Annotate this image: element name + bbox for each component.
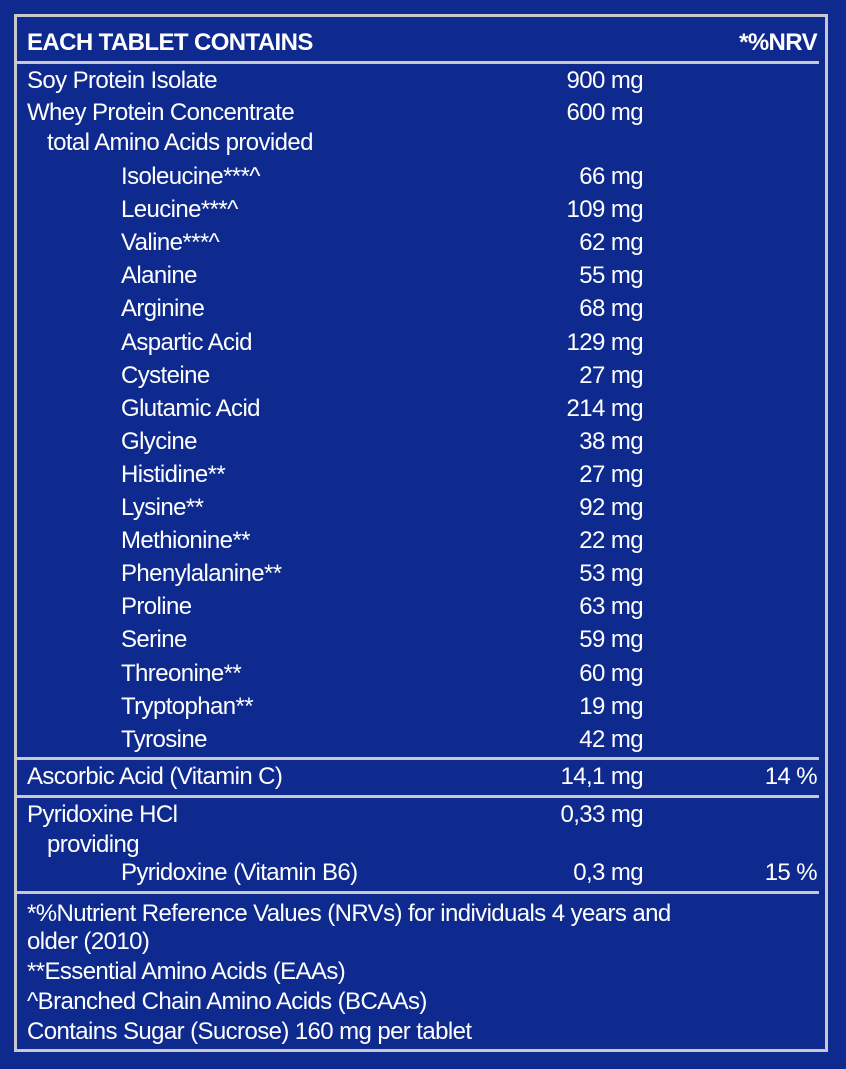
amino-acid-amount: 68 mg: [579, 295, 643, 323]
table-row: Valine***^ 62 mg: [17, 227, 817, 259]
amino-acid-name: Cysteine: [121, 361, 210, 389]
amino-acid-name: Tryptophan**: [121, 692, 254, 720]
table-row: Leucine***^ 109 mg: [17, 194, 817, 226]
table-row: Alanine 55 mg: [17, 260, 817, 292]
amino-acid-amount: 59 mg: [579, 626, 643, 654]
nutrient-name: Soy Protein Isolate: [27, 67, 218, 94]
amino-acid-amount: 63 mg: [579, 593, 643, 621]
table-row: Histidine** 27 mg: [17, 459, 817, 491]
table-row: Soy Protein Isolate 900 mg: [17, 65, 817, 97]
amino-acid-name: Arginine: [121, 295, 205, 323]
table-row: Isoleucine***^ 66 mg: [17, 161, 817, 193]
nutrient-name: Whey Protein Concentrate: [27, 99, 295, 126]
table-row: Cysteine 27 mg: [17, 360, 817, 392]
amino-acid-amount: 109 mg: [566, 196, 644, 224]
nutrient-name: providing: [47, 831, 140, 858]
nutrient-nrv: 14 %: [764, 763, 818, 790]
section-divider: [17, 757, 819, 760]
nutrition-table: EACH TABLET CONTAINS *%NRV Soy Protein I…: [14, 14, 828, 1052]
table-row: Pyridoxine HCl 0,33 mg: [17, 799, 817, 831]
nutrient-name: Pyridoxine (Vitamin B6): [121, 859, 358, 886]
table-row: Threonine** 60 mg: [17, 658, 817, 690]
footnote-nrv-cont: older (2010): [27, 928, 150, 955]
amino-acid-amount: 62 mg: [579, 229, 643, 257]
nutrient-amount: 0,33 mg: [560, 801, 643, 828]
footnote-divider: [17, 891, 819, 894]
amino-acid-name: Leucine***^: [121, 196, 238, 224]
nutrient-nrv: 15 %: [764, 859, 818, 886]
amino-acid-amount: 22 mg: [579, 527, 643, 555]
table-row: Ascorbic Acid (Vitamin C) 14,1 mg 14 %: [17, 761, 818, 793]
header-nrv: *%NRV: [739, 29, 818, 56]
amino-acid-name: Alanine: [121, 262, 197, 290]
amino-acid-name: Glutamic Acid: [121, 394, 261, 422]
amino-acid-amount: 27 mg: [579, 361, 643, 389]
amino-acid-name: Proline: [121, 593, 192, 621]
amino-acid-name: Isoleucine***^: [121, 163, 261, 190]
amino-acid-name: Glycine: [121, 427, 197, 455]
amino-acid-name: Tyrosine: [121, 725, 208, 753]
nutrient-amount: 14,1 mg: [560, 763, 643, 790]
amino-acid-name: Threonine**: [121, 659, 242, 687]
nutrient-name: Pyridoxine HCl: [27, 801, 178, 828]
amino-acid-amount: 129 mg: [566, 328, 644, 356]
amino-acid-name: Methionine**: [121, 527, 250, 555]
footnote-nrv: *%Nutrient Reference Values (NRVs) for i…: [27, 900, 671, 927]
amino-acid-name: Lysine**: [121, 494, 204, 521]
amino-acid-name: Valine***^: [121, 229, 220, 257]
table-row: providing: [17, 829, 817, 861]
footnote-bcaa: ^Branched Chain Amino Acids (BCAAs): [27, 988, 427, 1015]
table-row: Proline 63 mg: [17, 591, 817, 623]
amino-acid-name: Histidine**: [121, 460, 226, 488]
table-row: total Amino Acids provided: [17, 127, 817, 159]
nutrient-amount: 0,3 mg: [573, 859, 643, 886]
amino-acid-amount: 42 mg: [579, 725, 643, 753]
amino-acid-amount: 214 mg: [566, 394, 644, 422]
footnote-eaa: **Essential Amino Acids (EAAs): [27, 958, 346, 985]
amino-acid-amount: 53 mg: [579, 560, 643, 588]
table-row: Serine 59 mg: [17, 624, 817, 656]
table-row: Tyrosine 42 mg: [17, 724, 817, 756]
amino-acid-amount: 60 mg: [579, 659, 643, 687]
amino-acid-amount: 92 mg: [579, 494, 643, 521]
amino-acid-amount: 55 mg: [579, 262, 643, 290]
nutrient-name: Ascorbic Acid (Vitamin C): [27, 763, 283, 790]
header-divider: [17, 61, 819, 64]
amino-acid-amount: 38 mg: [579, 427, 643, 455]
table-row: Phenylalanine** 53 mg: [17, 558, 817, 590]
amino-acid-name: Phenylalanine**: [121, 560, 282, 588]
nutrient-name: total Amino Acids provided: [47, 129, 314, 156]
nutrient-amount: 900 mg: [566, 67, 644, 94]
amino-acid-amount: 19 mg: [579, 692, 643, 720]
table-header: EACH TABLET CONTAINS *%NRV: [17, 27, 818, 59]
table-row: Arginine 68 mg: [17, 293, 817, 325]
header-title: EACH TABLET CONTAINS: [27, 29, 313, 56]
section-divider: [17, 795, 819, 798]
table-row: Whey Protein Concentrate 600 mg: [17, 97, 817, 129]
table-row: Pyridoxine (Vitamin B6) 0,3 mg 15 %: [17, 857, 818, 889]
table-row: Methionine** 22 mg: [17, 525, 817, 557]
table-row: Glutamic Acid 214 mg: [17, 393, 817, 425]
table-row: Lysine** 92 mg: [17, 492, 817, 524]
table-row: Glycine 38 mg: [17, 426, 817, 458]
amino-acid-name: Serine: [121, 626, 187, 654]
amino-acid-name: Aspartic Acid: [121, 328, 253, 356]
table-row: Aspartic Acid 129 mg: [17, 327, 817, 359]
nutrient-amount: 600 mg: [566, 99, 644, 126]
amino-acid-amount: 66 mg: [579, 163, 643, 190]
table-row: Tryptophan** 19 mg: [17, 691, 817, 723]
footnote-sugar: Contains Sugar (Sucrose) 160 mg per tabl…: [27, 1018, 472, 1045]
amino-acid-amount: 27 mg: [579, 460, 643, 488]
